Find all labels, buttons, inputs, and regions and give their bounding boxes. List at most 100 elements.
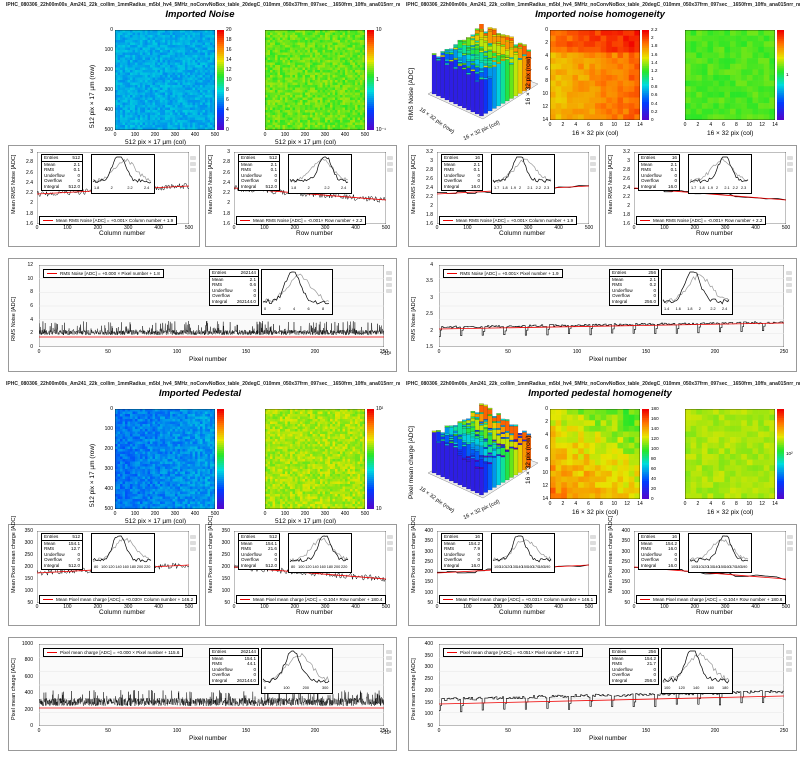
map1-cell <box>150 60 153 63</box>
map2-cell <box>300 125 303 128</box>
map2-cell <box>337 85 341 88</box>
map1-cell <box>132 62 136 66</box>
map2-cell <box>330 75 333 78</box>
map2-cell <box>290 62 293 66</box>
pixel-side-button[interactable] <box>386 283 392 287</box>
profile-row-side-button[interactable] <box>387 162 393 166</box>
profile-row-side-button[interactable] <box>387 156 393 160</box>
map2-cell <box>355 67 358 71</box>
map1-cell <box>137 50 141 53</box>
map1-cell <box>185 45 188 48</box>
map2-colorbar-step <box>777 33 784 36</box>
map2-cell <box>350 122 353 126</box>
profile-col-inset-svg <box>92 156 152 184</box>
profile-col-inset-tick: 1.7 <box>494 186 500 190</box>
map2-cell <box>320 100 323 103</box>
map1-cell <box>182 37 186 41</box>
profile-col-stats-key: Underflow <box>444 172 465 178</box>
map1-cell <box>205 35 208 38</box>
profile-col-side-button[interactable] <box>190 162 196 166</box>
pixel-side-button[interactable] <box>386 289 392 293</box>
profile-row-side-button[interactable] <box>787 156 793 160</box>
pixel-side-button[interactable] <box>786 283 792 287</box>
map1-cell <box>187 70 191 73</box>
profile-col-side-button[interactable] <box>190 156 196 160</box>
map2-cell <box>300 117 303 121</box>
pixel-side-button[interactable] <box>386 271 392 275</box>
profile-row-side-button[interactable] <box>387 168 393 172</box>
lego-bar-top <box>509 62 514 65</box>
map2-cell <box>357 90 361 93</box>
map2-cell <box>340 102 343 106</box>
map2-cell <box>730 30 736 36</box>
map1-cell <box>617 108 624 115</box>
profile-row-side-button[interactable] <box>787 162 793 166</box>
profile-row-stats-row: Underflow 0 <box>239 173 279 179</box>
map2-cell <box>300 55 303 58</box>
lego-bar <box>457 65 463 107</box>
map1-cell <box>120 75 123 78</box>
map1-cell <box>155 411 158 415</box>
map1-cell <box>172 127 176 130</box>
map1-cell <box>132 30 136 33</box>
lego-bar-top <box>517 46 523 49</box>
map2-cell <box>317 105 321 108</box>
map1-cell <box>634 35 640 42</box>
pixel-stats-value: 0 <box>253 293 256 299</box>
pixel-side-button[interactable] <box>786 271 792 275</box>
map1-cell <box>157 426 161 430</box>
map1-cell <box>152 37 156 41</box>
map1-cell <box>155 419 158 422</box>
profile-col-side-button[interactable] <box>590 168 596 172</box>
map2-cell <box>345 72 348 76</box>
map2-cell <box>350 50 353 53</box>
map1-cell <box>583 103 590 110</box>
map2-cell <box>330 67 333 71</box>
pixel-side-button[interactable] <box>386 277 392 281</box>
map1-cell <box>583 58 590 65</box>
map2-cell <box>347 45 351 48</box>
lego-bar-top <box>444 63 450 65</box>
map1-cell <box>152 35 156 38</box>
map2-cell <box>277 97 281 101</box>
map1-cell <box>202 42 206 46</box>
map2-cell <box>752 52 759 59</box>
profile-row-y-axis-label: Mean RMS Noise [ADC] <box>608 154 614 214</box>
map2-cell <box>305 85 308 88</box>
map2-cell <box>345 70 348 73</box>
map1-cell <box>145 100 148 103</box>
pixel-side-button[interactable] <box>786 277 792 281</box>
map1-cell <box>167 37 171 41</box>
map2-cell <box>305 75 308 78</box>
map2-cell <box>690 108 697 115</box>
map1-cell <box>140 117 143 121</box>
pixel-side-button[interactable] <box>786 289 792 293</box>
map1-cell <box>207 52 211 56</box>
map2-cell <box>718 35 725 42</box>
map1-cell <box>127 107 131 111</box>
map1-cell <box>165 416 168 420</box>
map1-cell <box>170 97 173 101</box>
map1-cell <box>152 115 156 118</box>
profile-col-side-button[interactable] <box>190 168 196 172</box>
profile-col-side-button[interactable] <box>590 162 596 166</box>
map2-cell <box>360 120 363 123</box>
map1-cell <box>177 97 181 101</box>
map2-cell <box>295 117 298 121</box>
map1-cell <box>150 87 153 91</box>
profile-row-side-button[interactable] <box>787 168 793 172</box>
map1-cell <box>155 122 158 126</box>
map2-cell <box>340 67 343 71</box>
map1-cell <box>170 80 173 83</box>
profile-col-side-button[interactable] <box>590 156 596 160</box>
map1-cell <box>589 97 596 104</box>
map1-cell <box>132 92 136 96</box>
map1-cell <box>187 30 191 33</box>
map2-cell <box>340 120 343 123</box>
map2-cell <box>320 110 323 113</box>
map1-colorbar-step <box>217 116 224 119</box>
map1-cell <box>175 80 178 83</box>
map2-cell <box>337 67 341 71</box>
map1-cell <box>160 102 163 106</box>
map1-cell <box>160 62 163 66</box>
